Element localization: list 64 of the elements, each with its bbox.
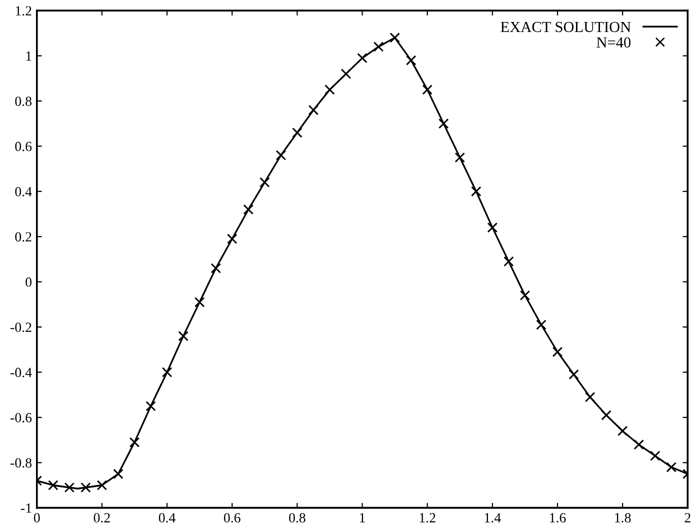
point [210,263,222,274]
point [162,367,172,378]
point [243,204,254,215]
point [438,118,449,129]
point [146,400,156,412]
point [80,482,91,493]
x-tick-label: 1 [360,513,365,522]
x-tick-label: 0.4 [158,513,176,523]
point [584,392,596,402]
point [113,468,124,480]
point [373,42,384,52]
x-tick-label: 0 [34,513,40,522]
x-tick-label: 1.8 [615,513,631,523]
point [552,346,563,358]
y-tick-label: -0.4 [10,368,32,378]
point [357,52,368,64]
x-tick-label: 2 [684,513,690,522]
point [129,437,140,448]
point [487,222,498,233]
point [617,426,628,436]
point [178,330,188,342]
point [194,297,205,308]
legend-label: EXACT SOLUTION [500,22,631,32]
point [568,369,579,380]
point [601,410,612,420]
y-tick-label: -0.8 [10,458,32,468]
x-tick-label: 0.6 [224,513,240,523]
point [520,290,530,301]
x-tick-label: 1.6 [550,513,566,523]
point [292,127,302,138]
point [634,439,644,450]
point [666,462,677,472]
point [406,55,416,66]
point [308,104,319,116]
point [390,32,400,43]
x-tick-label: 1.2 [420,513,436,523]
legend-label: N=40 [596,37,631,48]
point [226,234,238,244]
y-tick-label: -0.2 [10,322,32,332]
point [276,150,286,160]
point [96,480,108,490]
y-tick-label: -0.6 [10,413,32,422]
x-tick-label: 1.4 [484,513,501,523]
point [422,84,432,95]
x-tick-label: 0.2 [94,513,110,523]
point [536,320,546,330]
point [340,68,352,80]
point [504,256,514,267]
y-tick-label: -1 [20,503,32,513]
x-tick-label: 0.8 [289,513,306,523]
y-tick-label: 1 [26,51,32,61]
y-tick-label: 0.6 [15,142,32,152]
point [454,152,466,163]
y-tick-label: 1.2 [16,6,32,16]
y-tick-label: 0.4 [15,186,32,196]
point [324,84,335,95]
point [650,450,660,462]
point [48,480,58,490]
point [470,186,482,197]
y-tick-label: 0.8 [15,96,32,106]
y-tick-label: 0 [26,277,32,287]
point [64,482,75,493]
y-tick-label: 0.2 [15,232,32,242]
point [259,177,270,188]
